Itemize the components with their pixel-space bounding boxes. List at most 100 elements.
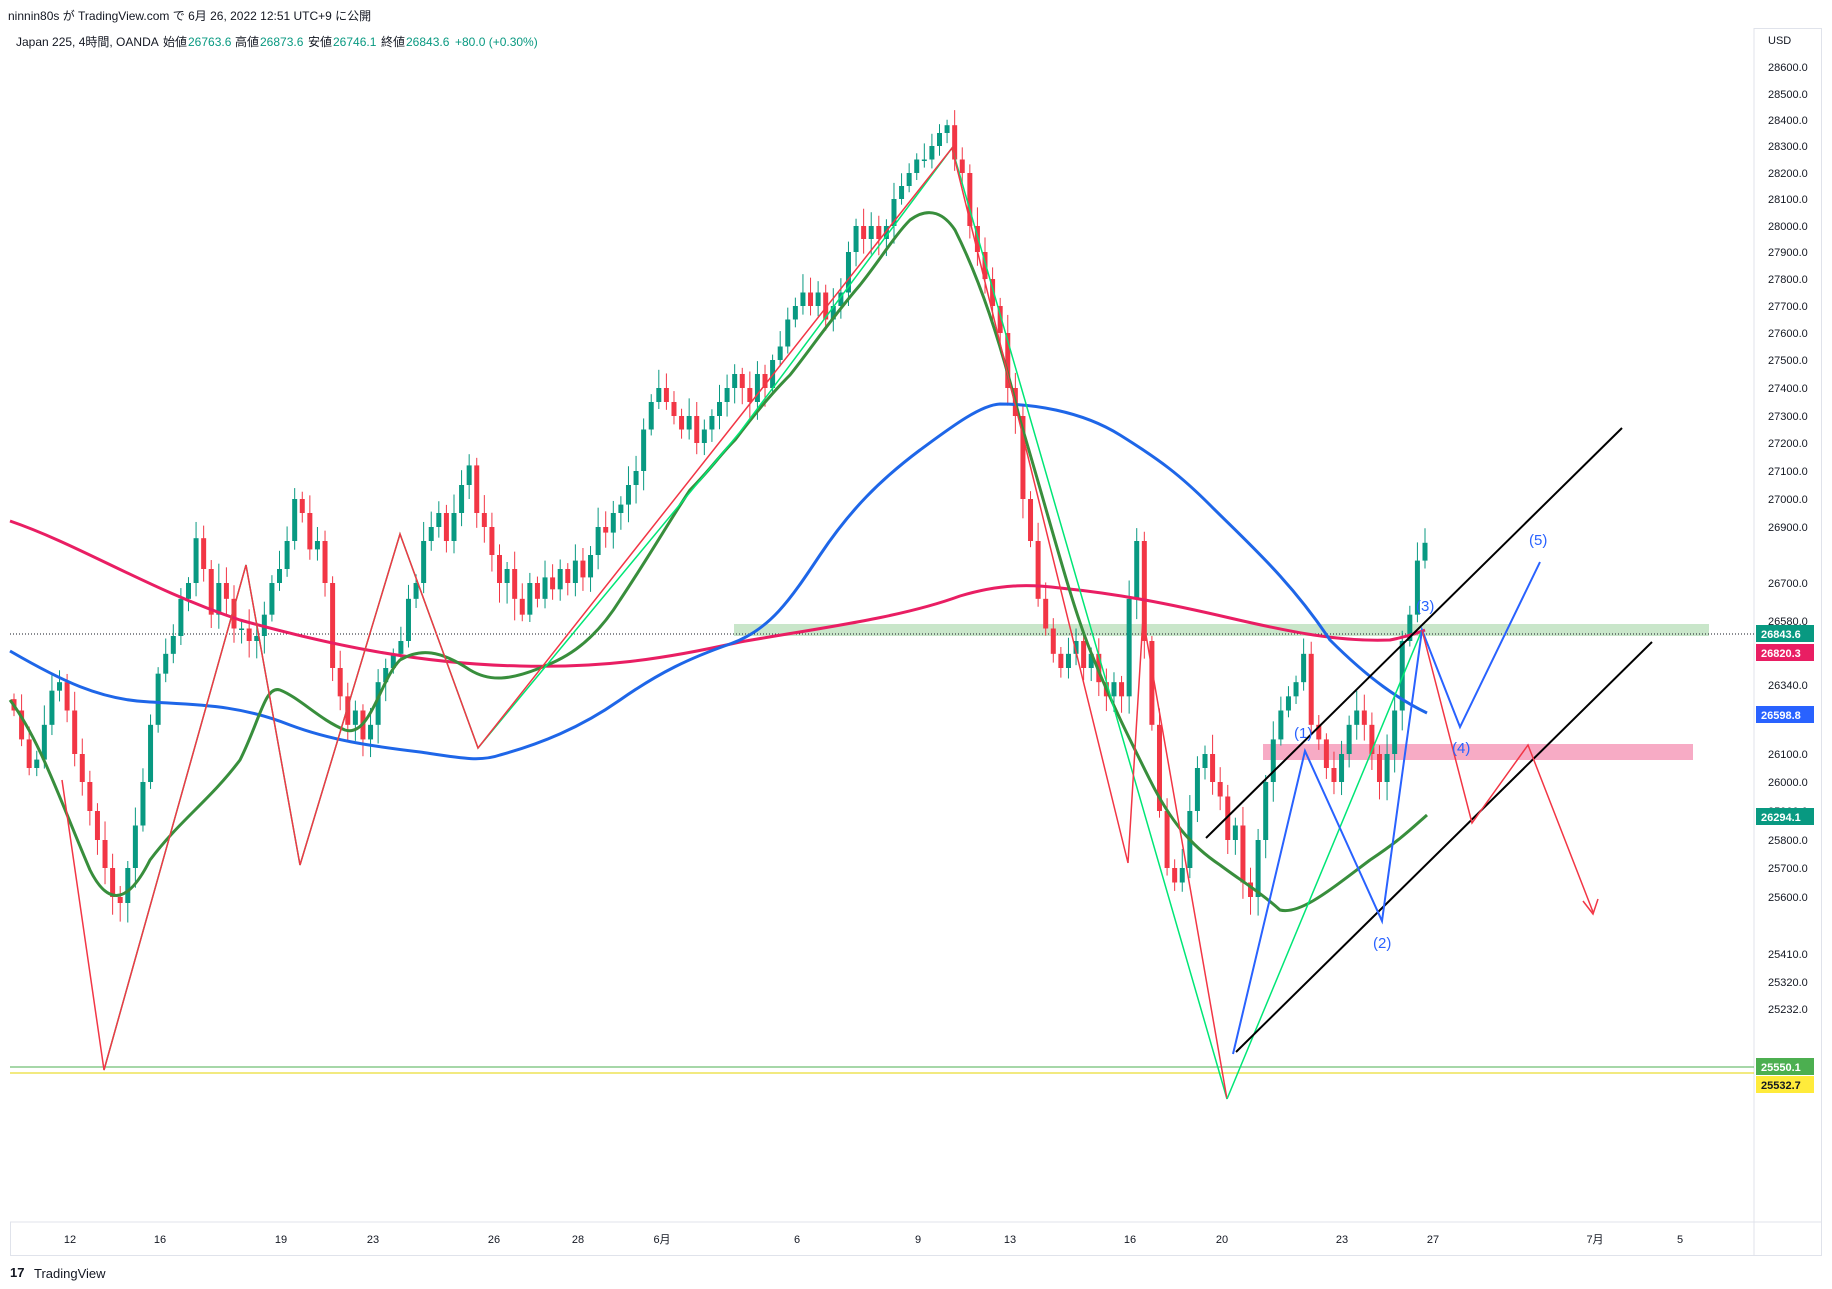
candle-down — [1369, 724, 1375, 754]
y-tick-label: 28400.0 — [1768, 115, 1808, 127]
candle-up — [899, 186, 905, 199]
candle-down — [861, 226, 867, 239]
candle-up — [1422, 542, 1428, 561]
candle-up — [140, 782, 146, 826]
candle-up — [451, 513, 457, 541]
candle-up — [936, 133, 942, 146]
x-tick-label: 12 — [64, 1234, 76, 1246]
candle-up — [193, 538, 199, 583]
candle-up — [49, 690, 55, 725]
candle-up — [891, 199, 897, 226]
candle-up — [254, 636, 260, 641]
candle-down — [959, 159, 965, 173]
publisher-header: ninnin80s が TradingView.com で 6月 26, 202… — [0, 0, 1832, 28]
price-badge-bg — [1756, 625, 1814, 642]
candle-up — [1392, 710, 1398, 754]
candle-down — [952, 125, 958, 160]
legend-close-value: 26843.6 — [406, 35, 450, 49]
candle-up — [914, 159, 920, 173]
candle-up — [1111, 682, 1117, 697]
candle-up — [1278, 710, 1284, 740]
candle-up — [845, 252, 851, 293]
candle-up — [1179, 868, 1185, 883]
y-tick-label: 27800.0 — [1768, 274, 1808, 286]
candle-up — [709, 416, 715, 430]
y-tick-label: 25410.0 — [1768, 949, 1808, 961]
candle-down — [519, 598, 525, 615]
x-tick-label: 27 — [1427, 1234, 1439, 1246]
y-tick-label: 26340.0 — [1768, 680, 1808, 692]
candle-down — [534, 583, 540, 599]
candle-down — [1081, 641, 1087, 668]
candle-up — [1194, 768, 1200, 811]
candle-down — [997, 306, 1003, 333]
y-tick-label: 28600.0 — [1768, 62, 1808, 74]
tradingview-brand: TradingView — [34, 1266, 106, 1281]
y-tick-label: 26100.0 — [1768, 749, 1808, 761]
y-tick-label: 28200.0 — [1768, 168, 1808, 180]
candle-down — [603, 527, 609, 533]
currency-label: USD — [1768, 35, 1791, 47]
tradingview-footer: 17 TradingView — [10, 1262, 310, 1284]
candle-down — [1248, 882, 1254, 897]
candle-down — [580, 560, 586, 578]
legend-symbol: Japan 225, 4時間, OANDA — [16, 35, 159, 49]
candle-up — [610, 513, 616, 533]
candle-up — [929, 146, 935, 160]
candle-down — [1119, 682, 1125, 697]
y-tick-label: 27500.0 — [1768, 355, 1808, 367]
candle-up — [595, 527, 601, 555]
candle-up — [155, 673, 161, 725]
candle-up — [1263, 782, 1269, 840]
legend-high-label: 高値 — [235, 34, 259, 49]
x-axis[interactable]: 12 16 19 23 26 28 6月 6 9 13 16 20 23 27 7月 5 — [64, 1234, 1683, 1246]
candle-up — [216, 583, 222, 615]
candle-up — [125, 868, 131, 903]
legend-high-value: 26873.6 — [260, 35, 304, 49]
candle-up — [625, 485, 631, 505]
candle-down — [694, 416, 700, 443]
candle-up — [572, 560, 578, 583]
projection-red-arrowhead — [1582, 898, 1599, 916]
candle-down — [990, 279, 996, 306]
candle-down — [26, 739, 32, 768]
x-tick-label: 9 — [915, 1234, 921, 1246]
candle-down — [337, 668, 343, 697]
candle-up — [1088, 653, 1094, 668]
candle-down — [231, 598, 237, 629]
price-badge-label: 25550.1 — [1761, 1062, 1801, 1074]
y-axis[interactable]: 28600.0 28500.0 28400.0 28300.0 28200.0 28100… — [1768, 62, 1808, 1016]
ma-short-line — [8, 211, 1428, 913]
candles — [11, 110, 1428, 923]
candle-up — [1339, 754, 1345, 782]
candle-up — [428, 527, 434, 541]
candle-up — [921, 159, 927, 161]
candle-up — [717, 402, 722, 416]
candle-up — [800, 292, 806, 306]
candle-down — [1141, 541, 1147, 641]
candle-up — [466, 465, 472, 485]
y-tick-label: 25600.0 — [1768, 892, 1808, 904]
candle-down — [1376, 754, 1382, 782]
x-tick-label: 6月 — [653, 1234, 670, 1246]
wave-count-blue-line — [1232, 561, 1541, 1055]
candle-up — [1407, 614, 1413, 641]
candle-up — [1134, 541, 1140, 599]
candle-down — [876, 226, 882, 239]
y-tick-label: 28500.0 — [1768, 89, 1808, 101]
candle-up — [413, 583, 419, 599]
x-tick-label: 6 — [794, 1234, 800, 1246]
candle-up — [777, 346, 783, 360]
candle-up — [944, 125, 950, 133]
candle-up — [398, 641, 404, 654]
candle-up — [1073, 641, 1079, 654]
candle-down — [550, 577, 556, 590]
candle-up — [792, 306, 798, 320]
candle-down — [739, 374, 745, 388]
candle-down — [19, 710, 25, 740]
candle-down — [1058, 653, 1064, 668]
x-tick-label: 20 — [1216, 1234, 1228, 1246]
y-tick-label: 25232.0 — [1768, 1004, 1808, 1016]
y-tick-label: 25320.0 — [1768, 977, 1808, 989]
